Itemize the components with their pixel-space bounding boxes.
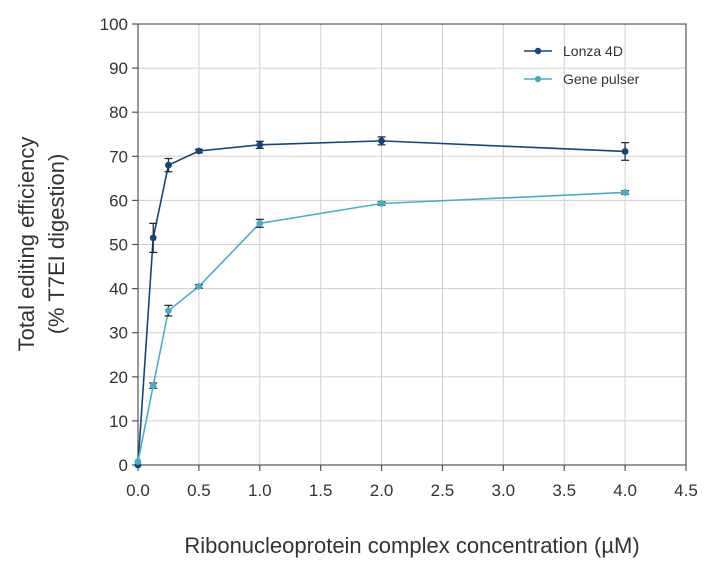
data-point-lonza-4d [378, 137, 385, 145]
y-axis-title-line-1: Total editing efficiency [14, 137, 39, 352]
data-point-lonza-4d [149, 234, 157, 242]
legend-marker-lonza-4d [534, 47, 542, 55]
x-tick-label: 1.5 [309, 481, 333, 500]
data-point-gene-pulser [149, 382, 157, 390]
x-tick-label: 2.0 [370, 481, 394, 500]
y-tick-label: 10 [109, 412, 128, 431]
y-axis-title-line-2: (% T7EI digestion) [44, 154, 69, 335]
data-point-gene-pulser [256, 219, 264, 227]
y-tick-label: 70 [109, 147, 128, 166]
data-point-gene-pulser [195, 282, 203, 290]
data-point-lonza-4d [256, 141, 264, 149]
x-tick-label: 4.0 [613, 481, 637, 500]
y-tick-label: 50 [109, 236, 128, 255]
y-axis: 0 10 20 30 40 50 60 70 80 90 100 [100, 15, 138, 475]
x-tick-label: 0.5 [187, 481, 211, 500]
y-tick-label: 80 [109, 103, 128, 122]
data-point-gene-pulser [621, 189, 629, 196]
data-point-gene-pulser [165, 307, 172, 315]
grid [138, 24, 686, 465]
y-tick-label: 40 [109, 280, 128, 299]
data-point-lonza-4d [621, 148, 629, 155]
data-point-gene-pulser [378, 200, 385, 207]
y-tick-label: 20 [109, 368, 128, 387]
data-point-gene-pulser [134, 458, 142, 465]
data-point-lonza-4d [165, 161, 172, 169]
legend-label-lonza-4d: Lonza 4D [563, 43, 623, 59]
x-tick-label: 0.0 [126, 481, 150, 500]
y-tick-label: 30 [109, 324, 128, 343]
series-layer [134, 136, 630, 469]
y-tick-label: 100 [100, 15, 128, 34]
x-tick-label: 3.5 [552, 481, 576, 500]
y-tick-label: 60 [109, 191, 128, 210]
y-tick-label: 90 [109, 59, 128, 78]
x-tick-label: 3.0 [492, 481, 516, 500]
y-tick-label: 0 [119, 456, 128, 475]
x-axis: 0.0 0.5 1.0 1.5 2.0 2.5 3.0 3.5 4.0 4.5 [126, 465, 698, 500]
x-axis-title: Ribonucleoprotein complex concentration … [184, 533, 639, 558]
x-tick-label: 1.0 [248, 481, 272, 500]
legend-label-gene-pulser: Gene pulser [563, 71, 640, 87]
x-tick-label: 4.5 [674, 481, 698, 500]
legend: Lonza 4D Gene pulser [524, 43, 640, 87]
legend-marker-gene-pulser [534, 75, 542, 83]
x-tick-label: 2.5 [431, 481, 455, 500]
series-gene-pulser [134, 189, 630, 465]
data-point-lonza-4d [195, 147, 203, 155]
